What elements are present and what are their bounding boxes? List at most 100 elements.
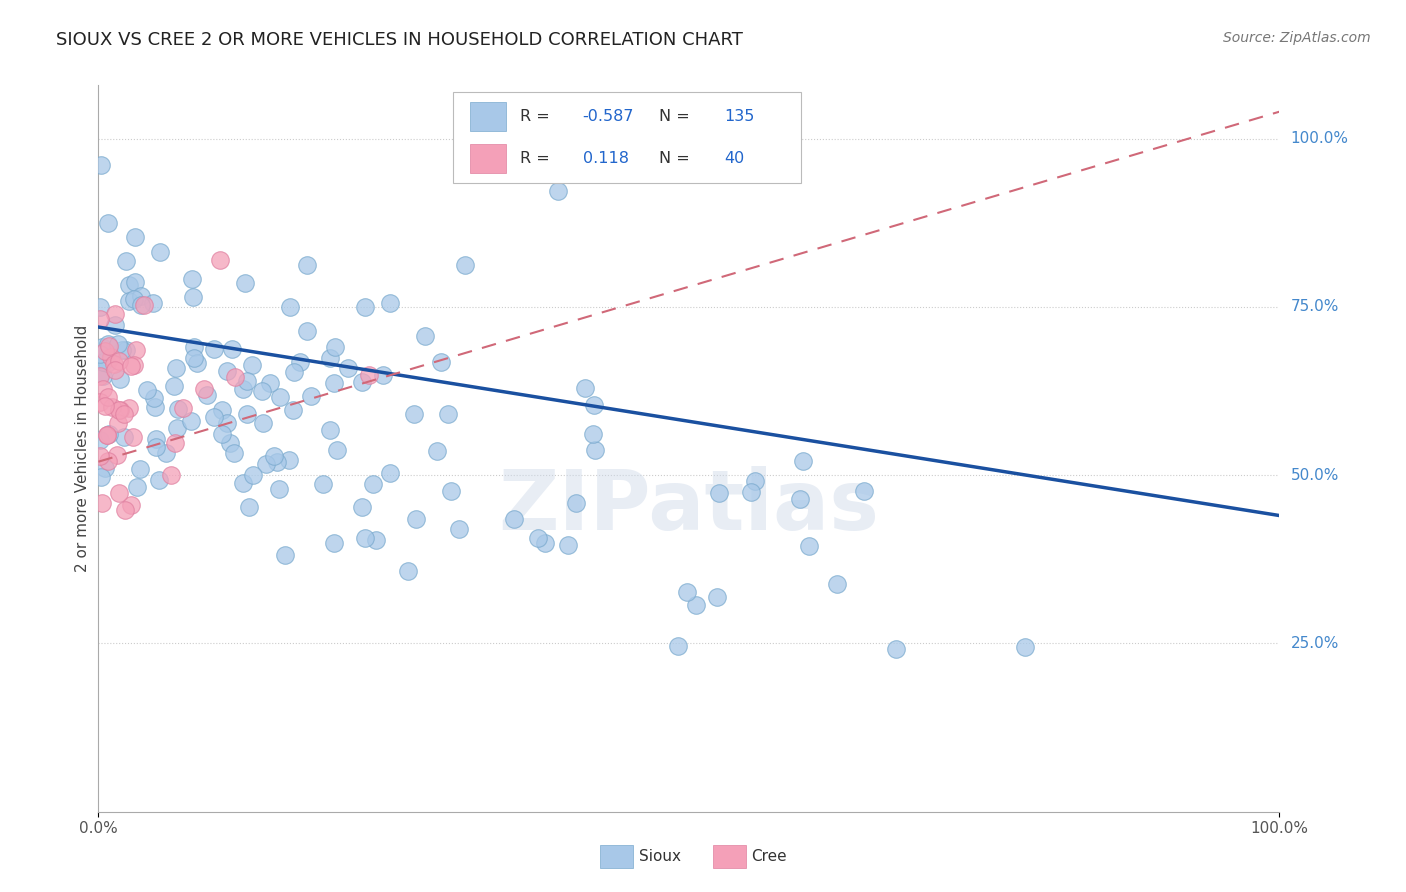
Point: [104, 307, 127, 321]
Point: [583, 443, 606, 458]
Point: [111, 343, 134, 357]
Point: [183, 340, 205, 354]
Point: [221, 343, 243, 357]
Point: [166, 421, 188, 435]
Point: [172, 401, 194, 415]
Text: ZIPatlas: ZIPatlas: [499, 466, 879, 547]
Point: [145, 440, 167, 454]
Point: [195, 387, 218, 401]
Point: [380, 295, 402, 310]
Point: [114, 503, 136, 517]
Point: [235, 408, 257, 422]
Point: [148, 473, 170, 487]
Point: [295, 258, 318, 272]
Point: [97, 390, 120, 404]
Point: [685, 599, 707, 613]
Point: [108, 486, 131, 500]
Point: [118, 293, 141, 308]
Point: [202, 410, 225, 425]
Point: [242, 468, 264, 483]
Point: [269, 390, 291, 404]
Point: [105, 448, 128, 462]
Point: [402, 407, 425, 421]
Point: [744, 474, 766, 488]
Point: [503, 512, 526, 526]
Text: Source: ZipAtlas.com: Source: ZipAtlas.com: [1223, 31, 1371, 45]
Point: [104, 363, 127, 377]
Point: [89, 449, 111, 463]
Point: [430, 355, 453, 369]
Point: [278, 453, 301, 467]
Point: [359, 368, 381, 383]
Point: [128, 462, 150, 476]
Point: [323, 376, 346, 391]
Point: [740, 484, 762, 499]
Point: [209, 252, 232, 267]
Point: [107, 336, 129, 351]
Text: R =: R =: [520, 151, 550, 166]
Point: [89, 433, 111, 447]
Point: [160, 467, 183, 482]
Point: [266, 455, 288, 469]
Point: [108, 372, 131, 386]
FancyBboxPatch shape: [471, 102, 506, 131]
Point: [112, 430, 135, 444]
Text: 0.118: 0.118: [582, 151, 628, 166]
Point: [676, 584, 699, 599]
Point: [132, 297, 155, 311]
Point: [131, 288, 153, 302]
Point: [89, 369, 111, 384]
Point: [322, 536, 344, 550]
Point: [565, 496, 588, 510]
Point: [145, 432, 167, 446]
Point: [337, 361, 360, 376]
Point: [453, 258, 475, 272]
Point: [100, 350, 122, 364]
Text: SIOUX VS CREE 2 OR MORE VEHICLES IN HOUSEHOLD CORRELATION CHART: SIOUX VS CREE 2 OR MORE VEHICLES IN HOUS…: [56, 31, 744, 49]
Point: [252, 416, 274, 430]
Point: [218, 436, 240, 450]
Point: [1014, 640, 1036, 654]
Point: [91, 496, 114, 510]
Point: [127, 480, 149, 494]
Point: [107, 354, 129, 368]
Point: [371, 368, 394, 382]
Point: [415, 329, 437, 343]
Point: [89, 347, 111, 361]
Point: [117, 401, 139, 416]
Point: [267, 482, 290, 496]
Point: [186, 355, 208, 369]
Point: [89, 311, 111, 326]
Point: [124, 275, 146, 289]
Text: 25.0%: 25.0%: [1291, 636, 1339, 651]
Point: [155, 445, 177, 459]
Point: [792, 453, 814, 467]
Point: [135, 383, 157, 397]
Point: [90, 341, 112, 355]
Point: [366, 533, 388, 547]
Point: [582, 398, 605, 412]
Text: 75.0%: 75.0%: [1291, 300, 1339, 314]
Point: [436, 407, 458, 421]
Point: [114, 343, 136, 358]
Point: [108, 402, 131, 417]
Point: [143, 400, 166, 414]
Point: [557, 538, 579, 552]
Point: [120, 359, 142, 374]
Point: [273, 548, 295, 562]
Point: [278, 300, 301, 314]
Point: [312, 477, 335, 491]
Point: [232, 475, 254, 490]
Point: [91, 382, 114, 396]
Point: [666, 639, 689, 653]
Point: [101, 400, 124, 414]
Point: [104, 318, 127, 332]
Point: [202, 342, 225, 356]
Point: [233, 277, 256, 291]
Point: [112, 407, 135, 421]
FancyBboxPatch shape: [453, 92, 801, 183]
Point: [886, 641, 908, 656]
Point: [180, 272, 202, 286]
Text: 100.0%: 100.0%: [1291, 131, 1348, 146]
Point: [211, 426, 233, 441]
